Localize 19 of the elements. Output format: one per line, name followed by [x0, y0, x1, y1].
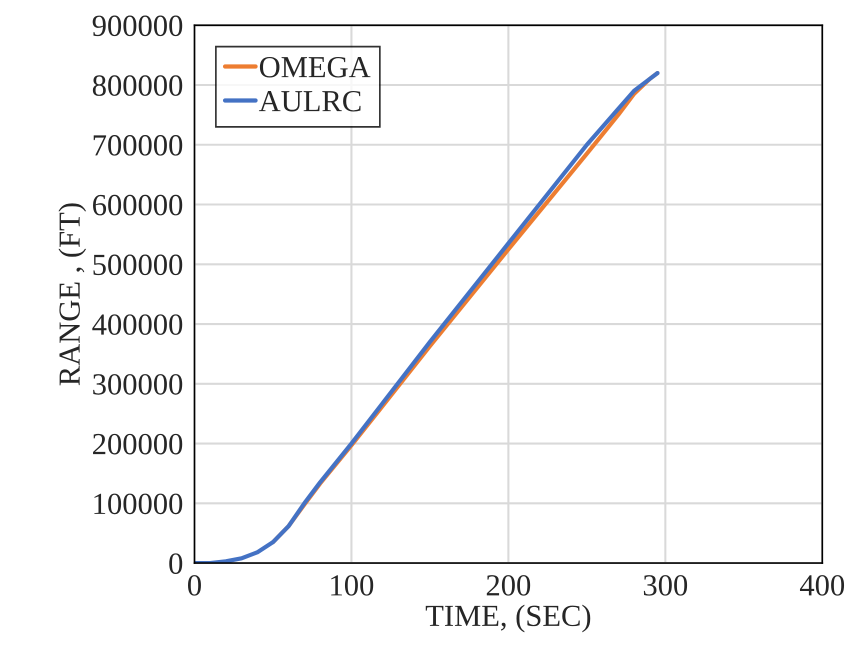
legend-label: OMEGA: [260, 56, 370, 78]
y-tick-label: 600000: [93, 194, 182, 216]
y-tick-label: 900000: [92, 16, 182, 36]
y-tick-label: 500000: [93, 254, 182, 276]
y-tick-label: 400000: [92, 314, 182, 335]
y-tick-label: 100000: [94, 494, 182, 514]
x-axis-title: TIME, (SEC): [426, 604, 590, 632]
y-tick-label: 300000: [93, 374, 182, 395]
y-tick-label: 800000: [92, 75, 182, 96]
y-tick-label: 200000: [93, 434, 182, 454]
x-tick-label: 300: [644, 575, 688, 596]
x-tick-label: 400: [800, 575, 844, 596]
x-tick-label: 200: [486, 575, 530, 596]
y-axis-title: RANGE , (FT): [58, 203, 86, 386]
x-tick-label: 100: [331, 575, 374, 596]
legend-label: AULRC: [258, 90, 361, 112]
y-tick-label: 700000: [94, 135, 182, 156]
y-tick-label: 0: [169, 553, 182, 574]
x-tick-label: 0: [188, 575, 201, 596]
